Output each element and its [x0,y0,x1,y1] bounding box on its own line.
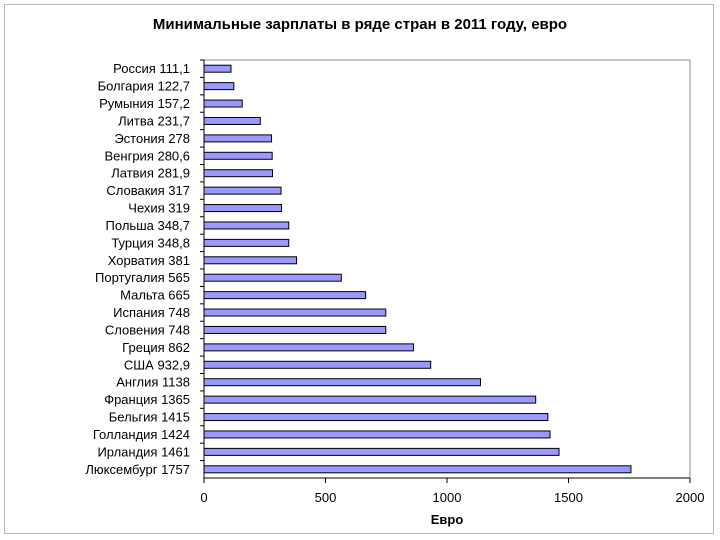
category-label: Греция 862 [122,340,190,355]
bar [203,186,282,195]
bar [203,116,261,125]
category-label: Англия 1138 [116,375,190,390]
bar [203,325,387,334]
category-label: Россия 111,1 [113,61,190,76]
bar [203,395,537,404]
bar [203,64,232,73]
category-label: Франция 1365 [104,392,190,407]
category-label: Болгария 122,7 [98,79,190,94]
plot-area [203,59,691,479]
category-label: Бельгия 1415 [109,410,190,425]
bar [203,413,549,422]
category-label: Венгрия 280,6 [105,148,191,163]
category-label: Румыния 157,2 [99,96,190,111]
category-label: США 932,9 [124,357,190,372]
category-label: Латвия 281,9 [111,166,190,181]
category-label: Словения 748 [105,322,190,337]
bar [203,308,387,317]
x-tick-label: 1500 [554,490,583,505]
bar [203,465,632,474]
category-label: Хорватия 381 [108,253,190,268]
bar [203,82,235,91]
category-label: Литва 231,7 [118,113,190,128]
chart-title: Минимальные зарплаты в ряде стран в 2011… [152,16,568,33]
category-label: Эстония 278 [114,131,190,146]
bar [203,238,290,247]
bar [203,134,273,143]
category-label: Польша 348,7 [106,218,190,233]
category-label: Словакия 317 [106,183,190,198]
bar [203,256,298,265]
x-axis-title: Евро [431,512,464,527]
category-label: Чехия 319 [128,201,190,216]
bar [203,291,367,300]
x-tick-label: 2000 [676,490,705,505]
bar [203,343,414,352]
bar [203,169,273,178]
x-tick-label: 500 [315,490,337,505]
bar [203,447,560,456]
bar [203,151,273,160]
category-label: Португалия 565 [95,270,190,285]
category-label: Голландия 1424 [93,427,190,442]
category-label: Мальта 665 [120,288,190,303]
bar [203,99,243,108]
bar [203,360,432,369]
bar [203,204,283,213]
bar [203,378,482,387]
category-label: Турция 348,8 [111,235,190,250]
bar [203,430,551,439]
category-label: Ирландия 1461 [97,444,190,459]
category-label: Люксембург 1757 [85,462,190,477]
category-label: Испания 748 [113,305,190,320]
bar [203,273,342,282]
bar [203,221,290,230]
x-tick-label: 1000 [433,490,462,505]
x-tick-label: 0 [200,490,207,505]
